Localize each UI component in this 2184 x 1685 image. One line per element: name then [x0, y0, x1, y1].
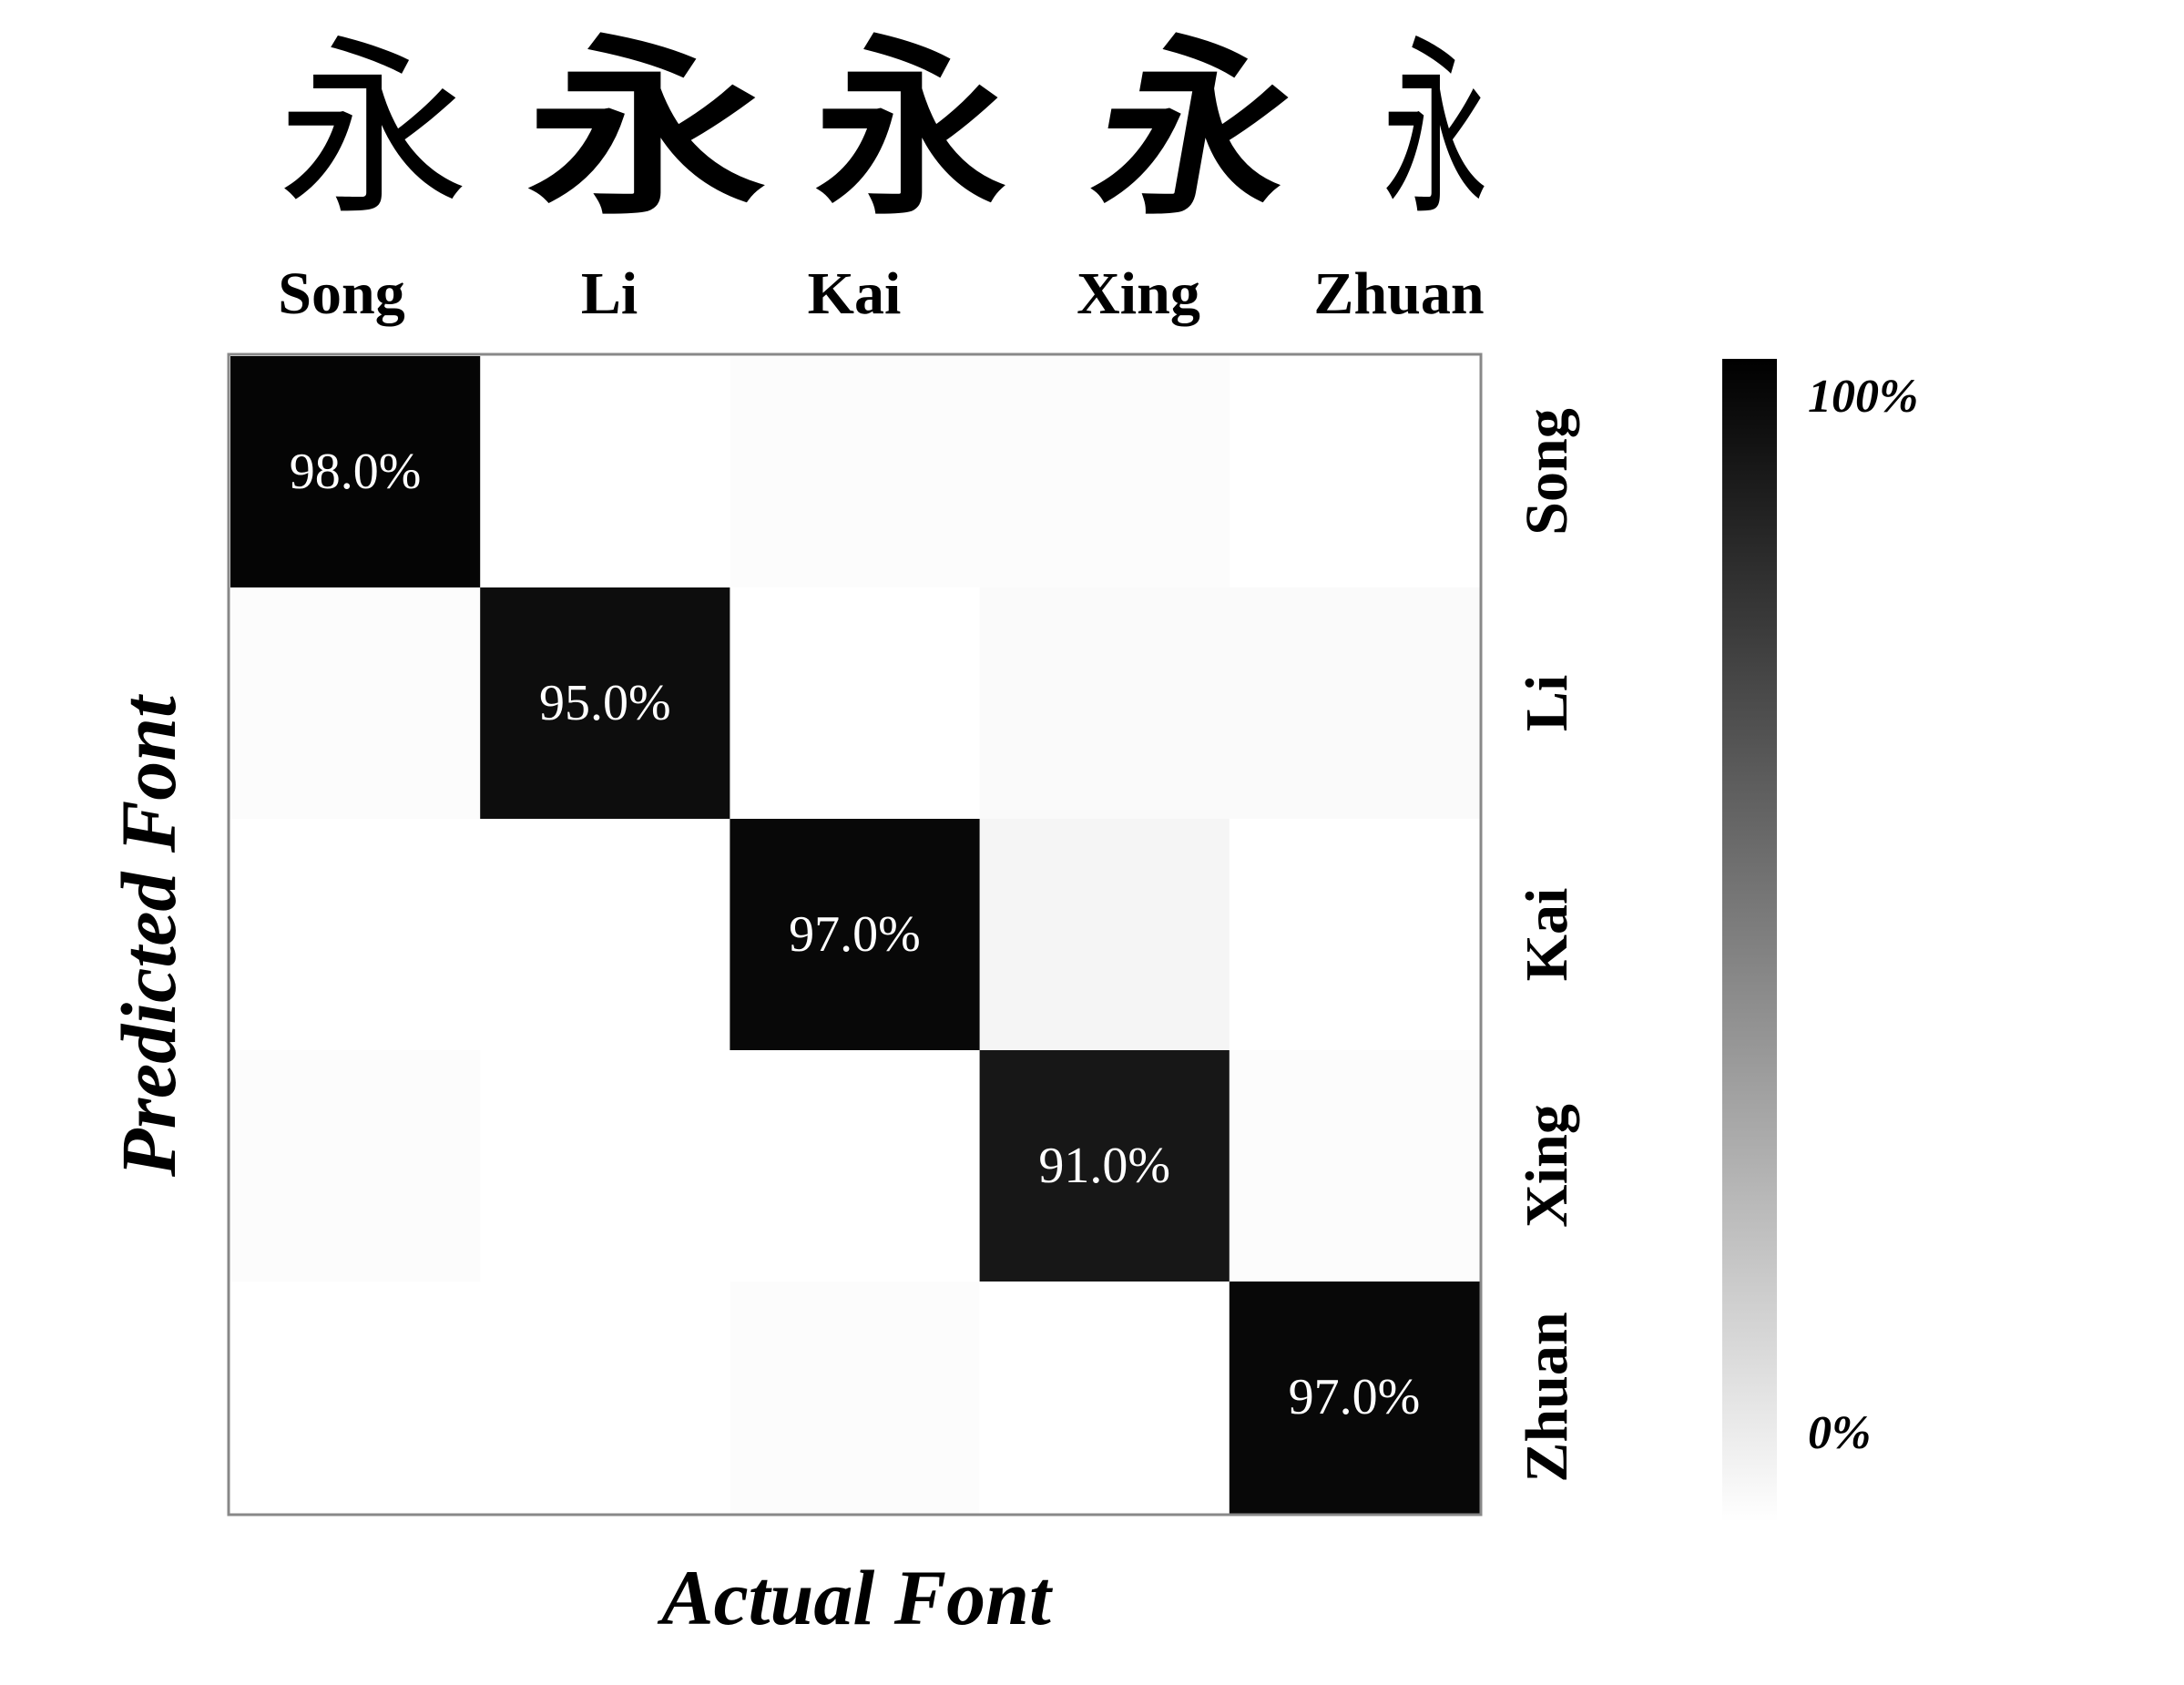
- heatmap-cell-song-song: [230, 356, 481, 588]
- heatmap-cell-xing-kai: [730, 1050, 981, 1282]
- cell-annotation: 91.0%: [1038, 1138, 1170, 1194]
- column-label-zhuan: Zhuan: [1313, 260, 1484, 327]
- cell-annotation: 98.0%: [290, 444, 422, 500]
- column-label-li: Li: [581, 260, 638, 327]
- heatmap-cell-zhuan-song: [230, 1282, 481, 1514]
- heatmap-cells: [230, 356, 1480, 1514]
- colorbar: [1722, 359, 1777, 1522]
- cell-annotation: 95.0%: [539, 675, 671, 731]
- heatmap-cell-song-zhuan: [1229, 356, 1480, 588]
- heatmap-cell-li-li: [480, 587, 730, 820]
- heatmap-cell-song-li: [480, 356, 730, 588]
- row-label-kai: Kai: [1514, 888, 1580, 982]
- x-axis-title: Actual Font: [657, 1554, 1054, 1641]
- heatmap-cell-zhuan-zhuan: [1229, 1282, 1480, 1514]
- column-labels: Song Li Kai Xing Zhuan: [278, 260, 1484, 327]
- row-label-li: Li: [1514, 675, 1580, 731]
- glyph-xing: 永: [1081, 25, 1310, 237]
- heatmap-cell-kai-li: [480, 819, 730, 1051]
- column-label-kai: Kai: [808, 260, 902, 327]
- heatmap-cell-xing-song: [230, 1050, 481, 1282]
- colorbar-max-label: 100%: [1808, 371, 1918, 423]
- heatmap-cell-song-xing: [979, 356, 1230, 588]
- heatmap-cell-li-kai: [730, 587, 981, 820]
- glyph-li: 永: [527, 26, 766, 238]
- heatmap-cell-li-xing: [979, 587, 1230, 820]
- row-label-zhuan: Zhuan: [1514, 1312, 1580, 1482]
- heatmap-cell-kai-kai: [730, 819, 981, 1051]
- glyph-zhuan: 永: [1383, 26, 1487, 238]
- heatmap-cell-li-song: [230, 587, 481, 820]
- glyph-row: 永永永永永: [278, 25, 1488, 238]
- heatmap-cell-xing-li: [480, 1050, 730, 1282]
- heatmap-cell-song-kai: [730, 356, 981, 588]
- heatmap-cell-zhuan-kai: [730, 1282, 981, 1514]
- row-labels: Song Li Kai Xing Zhuan: [1514, 408, 1580, 1482]
- heatmap-frame: [227, 352, 1483, 1516]
- heatmap-cell-zhuan-li: [480, 1282, 730, 1514]
- heatmap-cell-kai-song: [230, 819, 481, 1051]
- cell-annotations: 98.0% 95.0% 97.0% 91.0% 97.0%: [290, 444, 1420, 1425]
- heatmap-cell-xing-xing: [979, 1050, 1230, 1282]
- row-label-song: Song: [1514, 408, 1580, 535]
- colorbar-min-label: 0%: [1808, 1407, 1871, 1459]
- heatmap-cell-kai-zhuan: [1229, 819, 1480, 1051]
- heatmap-cell-kai-xing: [979, 819, 1230, 1051]
- cell-annotation: 97.0%: [789, 906, 921, 963]
- heatmap-cell-xing-zhuan: [1229, 1050, 1480, 1282]
- heatmap-cell-zhuan-xing: [979, 1282, 1230, 1514]
- y-axis-title: Predicted Font: [105, 693, 192, 1178]
- glyph-song: 永: [278, 26, 469, 238]
- column-label-xing: Xing: [1077, 260, 1200, 327]
- heatmap-cell-li-zhuan: [1229, 587, 1480, 820]
- column-label-song: Song: [278, 260, 404, 327]
- glyph-kai: 永: [815, 26, 1006, 238]
- cell-annotation: 97.0%: [1289, 1369, 1421, 1425]
- row-label-xing: Xing: [1514, 1104, 1580, 1228]
